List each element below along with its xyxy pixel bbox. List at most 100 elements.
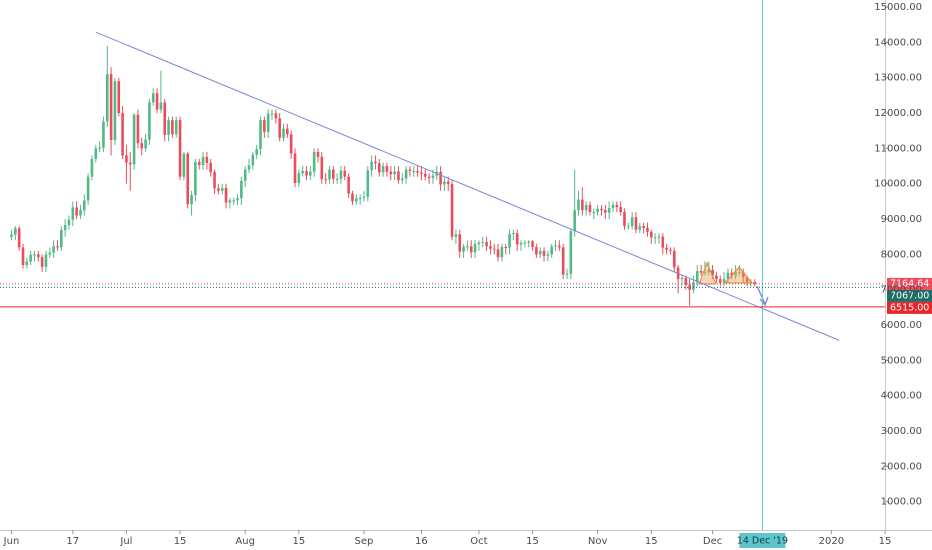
- candle-body: [569, 231, 573, 274]
- candle-body: [56, 246, 59, 248]
- candle-body: [615, 204, 619, 208]
- candle-body: [661, 236, 665, 248]
- candle-body: [462, 246, 465, 252]
- candle-body: [450, 184, 454, 237]
- candle-body: [469, 246, 473, 253]
- candle-body: [389, 171, 393, 175]
- candle-body: [136, 114, 140, 144]
- candle-body: [688, 284, 691, 290]
- candle-body: [657, 236, 661, 238]
- candle-body: [711, 269, 714, 276]
- x-tick-label: Jul: [119, 536, 132, 547]
- candle-body: [584, 204, 588, 211]
- candle-body: [148, 102, 151, 140]
- candle-body: [431, 175, 435, 179]
- candle-body: [343, 170, 347, 177]
- x-tick-label: 15: [174, 536, 187, 547]
- candle-body: [630, 217, 634, 227]
- candle-body: [289, 134, 293, 154]
- y-tick-label: 14000.00: [874, 37, 922, 48]
- right-shoulder: [723, 266, 754, 284]
- x-tick-label: 15: [645, 536, 658, 547]
- y-tick-label: 7000.00: [881, 285, 922, 296]
- candle-body: [155, 93, 159, 110]
- candle-body: [90, 159, 94, 177]
- candle-body: [377, 163, 381, 173]
- x-tick-label: 17: [66, 536, 79, 547]
- candle-body: [515, 233, 519, 245]
- candle-body: [672, 250, 676, 268]
- candle-body: [79, 210, 82, 216]
- trend-line: [95, 31, 840, 341]
- candle-body: [508, 233, 511, 248]
- candle-body: [305, 171, 308, 176]
- candle-body: [67, 219, 71, 226]
- candle-body: [596, 208, 599, 212]
- candle-body: [59, 230, 63, 248]
- y-tick-label: 13000.00: [874, 73, 922, 84]
- candle-body: [301, 171, 304, 174]
- candle-body: [607, 208, 611, 213]
- candle-body: [496, 249, 500, 258]
- candle-body: [427, 176, 431, 179]
- candle-body: [404, 169, 408, 179]
- candle-body: [63, 225, 67, 231]
- candle-body: [446, 181, 450, 185]
- candle-body: [270, 113, 274, 115]
- candle-body: [726, 272, 730, 280]
- candle-body: [707, 269, 711, 273]
- cursor-label: 14 Dec '19: [737, 536, 788, 547]
- candle-body: [500, 246, 504, 258]
- candle-body: [339, 170, 343, 179]
- x-tick-label: Sep: [355, 536, 374, 547]
- candle-body: [190, 195, 193, 205]
- candle-body: [504, 246, 508, 248]
- candle-body: [328, 169, 331, 180]
- candle-body: [512, 233, 515, 235]
- candle-body: [209, 162, 213, 173]
- candle-body: [439, 171, 442, 185]
- candle-body: [151, 93, 155, 103]
- candle-body: [178, 120, 182, 177]
- candle-body: [665, 247, 668, 250]
- candle-body: [205, 156, 209, 163]
- candle-body: [466, 246, 469, 248]
- candle-body: [113, 81, 117, 140]
- candle-body: [546, 254, 550, 256]
- candle-body: [699, 271, 703, 273]
- candle-body: [588, 204, 592, 212]
- candle-body: [286, 128, 289, 135]
- candle-body: [316, 151, 320, 157]
- candle-body: [29, 254, 32, 262]
- candle-body: [653, 237, 657, 239]
- candle-body: [397, 171, 400, 181]
- y-tick-label: 8000.00: [881, 249, 922, 260]
- candle-body: [550, 246, 553, 255]
- candle-body: [416, 171, 419, 173]
- candle-body: [358, 197, 362, 199]
- candle-body: [646, 227, 649, 232]
- candle-body: [393, 171, 396, 175]
- candle-body: [17, 228, 21, 248]
- candle-body: [163, 102, 167, 135]
- candle-body: [604, 210, 607, 213]
- x-tick-label: Nov: [588, 536, 608, 547]
- candle-body: [320, 156, 324, 180]
- y-tick-label: 15000.00: [874, 2, 922, 13]
- candle-body: [542, 250, 546, 256]
- candle-body: [102, 121, 105, 148]
- candle-body: [423, 173, 427, 177]
- candle-body: [335, 178, 339, 180]
- x-tick-label: Dec: [703, 536, 722, 547]
- candle-body: [259, 120, 262, 150]
- candle-body: [52, 246, 55, 253]
- candle-body: [159, 102, 163, 110]
- price-tag: [887, 301, 932, 314]
- candle-body: [592, 212, 596, 213]
- candle-body: [492, 248, 496, 250]
- y-tick-label: 12000.00: [874, 108, 922, 119]
- candle-body: [182, 153, 186, 177]
